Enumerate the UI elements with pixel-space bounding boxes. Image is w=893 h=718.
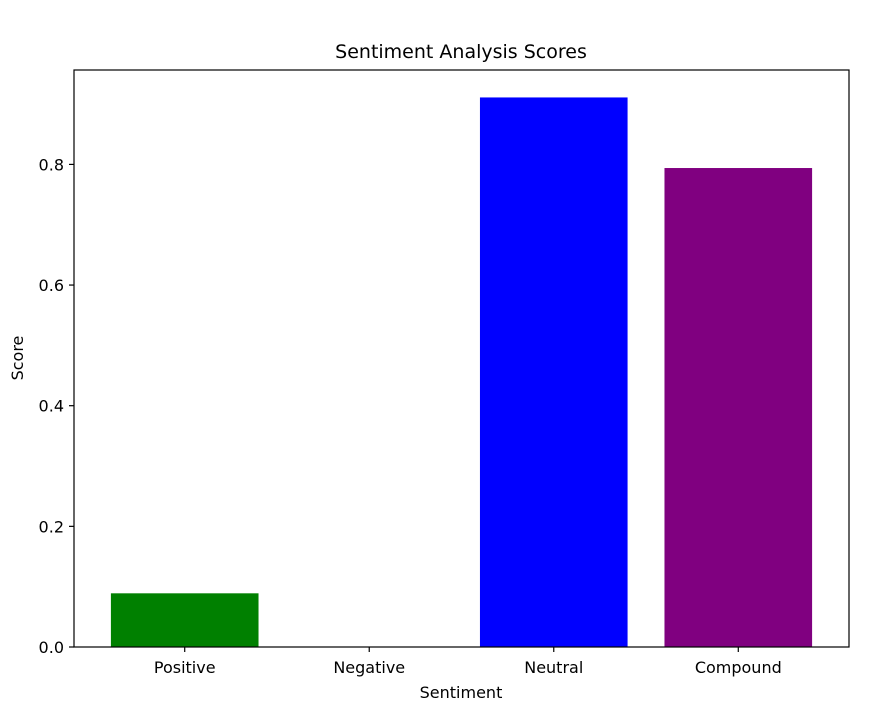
bar-positive xyxy=(110,593,259,647)
plot-area: 0.0 0.2 0.4 0.6 0.8 Positive Negative Neutral C… xyxy=(39,69,850,677)
x-ticks: Positive Negative Neutral Compound xyxy=(154,647,782,677)
y-ticks: 0.0 0.2 0.4 0.6 0.8 xyxy=(39,155,74,657)
bar-neutral xyxy=(479,97,628,648)
x-tick-label: Positive xyxy=(154,658,216,677)
x-axis-label: Sentiment xyxy=(420,683,503,702)
chart-title: Sentiment Analysis Scores xyxy=(335,41,587,63)
y-axis-label: Score xyxy=(8,336,27,381)
y-tick-label: 0.0 xyxy=(39,638,64,657)
x-tick-label: Neutral xyxy=(524,658,583,677)
y-tick-label: 0.8 xyxy=(39,155,64,174)
y-tick-label: 0.6 xyxy=(39,276,64,295)
y-tick-label: 0.4 xyxy=(39,397,64,416)
bars xyxy=(110,97,813,648)
x-tick-label: Compound xyxy=(695,658,782,677)
x-tick-label: Negative xyxy=(333,658,405,677)
axes-frame xyxy=(73,69,850,648)
bar-compound xyxy=(664,168,813,647)
y-tick-label: 0.2 xyxy=(39,517,64,536)
